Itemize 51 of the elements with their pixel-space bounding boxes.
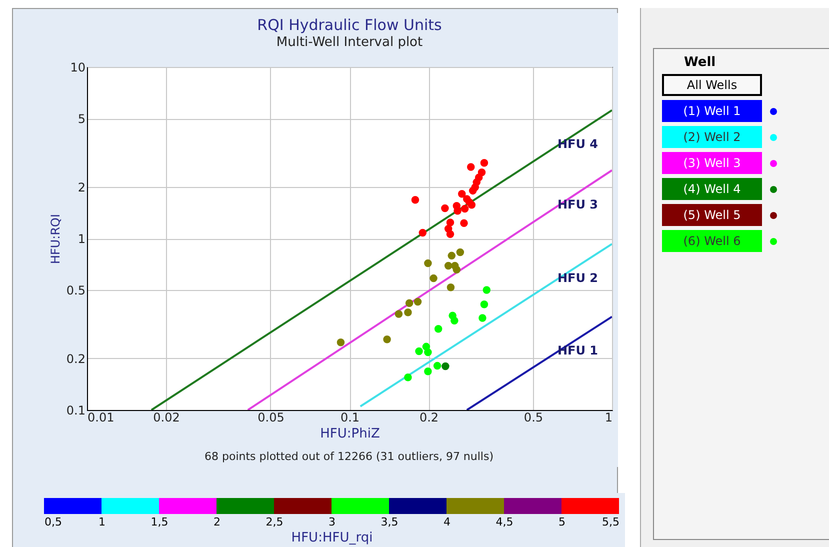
y-tick-label: 0.2 — [66, 352, 86, 366]
y-tick-label: 2 — [78, 180, 86, 194]
y-tick-label: 5 — [78, 112, 86, 126]
category-label: (2) Well 2 — [662, 126, 762, 148]
chart-subtitle: Multi-Well Interval plot — [276, 35, 423, 50]
series-label: HFU 1 — [557, 344, 598, 358]
x-tick-label: 4,5 — [496, 516, 514, 528]
x-tick-label: 1 — [98, 516, 106, 528]
x-tick-label: 2 — [214, 516, 220, 528]
y-tick-label: 10 — [70, 60, 86, 74]
x-tick-label: 5,5 — [602, 516, 620, 528]
x-tick-label: 3 — [328, 516, 336, 528]
text: 68 points plotted out of 12266 (31 outliers, 97 nulls) — [204, 450, 494, 463]
text: Well — [684, 55, 717, 70]
category-label: All Wells — [662, 74, 762, 96]
x-tick-label: 0,5 — [44, 516, 62, 528]
x-tick-label: 5 — [558, 516, 566, 528]
bar — [562, 498, 619, 514]
x-tick-label: 4 — [444, 516, 450, 528]
category-label: (6) Well 6 — [662, 230, 762, 252]
bar — [504, 498, 562, 514]
x-tick-label: 0.5 — [524, 410, 544, 424]
x-axis-title: HFU:HFU_rqi — [291, 530, 373, 546]
x-tick-label: 1,5 — [150, 516, 168, 528]
bar — [389, 498, 446, 514]
x-tick-label: 0.02 — [153, 410, 180, 424]
bar — [332, 498, 389, 514]
bar — [216, 498, 274, 514]
bar — [446, 498, 504, 514]
bar — [274, 498, 332, 514]
category-label: (5) Well 5 — [662, 204, 762, 226]
y-tick-label: 0.5 — [66, 284, 86, 298]
category-label: (3) Well 3 — [662, 152, 762, 174]
x-tick-label: 0.05 — [258, 410, 284, 424]
x-axis-title: HFU:PhiZ — [320, 426, 380, 442]
series-label: HFU 3 — [557, 197, 598, 212]
y-axis-title: HFU:RQI — [48, 214, 62, 264]
bar — [102, 498, 159, 514]
x-tick-label: 0.01 — [88, 410, 114, 424]
series-label: HFU 2 — [557, 270, 598, 285]
category-label: (4) Well 4 — [662, 178, 762, 200]
chart-title: RQI Hydraulic Flow Units — [257, 16, 442, 34]
series-label: HFU 4 — [557, 137, 598, 152]
y-tick-label: 1 — [78, 232, 86, 246]
x-tick-label: 1 — [604, 410, 612, 424]
x-tick-label: 0.2 — [419, 410, 439, 424]
bar — [159, 498, 216, 514]
category-label: (1) Well 1 — [662, 100, 762, 122]
x-tick-label: 0.1 — [340, 410, 360, 424]
x-tick-label: 3,5 — [380, 516, 398, 528]
x-tick-label: 2,5 — [266, 516, 284, 528]
